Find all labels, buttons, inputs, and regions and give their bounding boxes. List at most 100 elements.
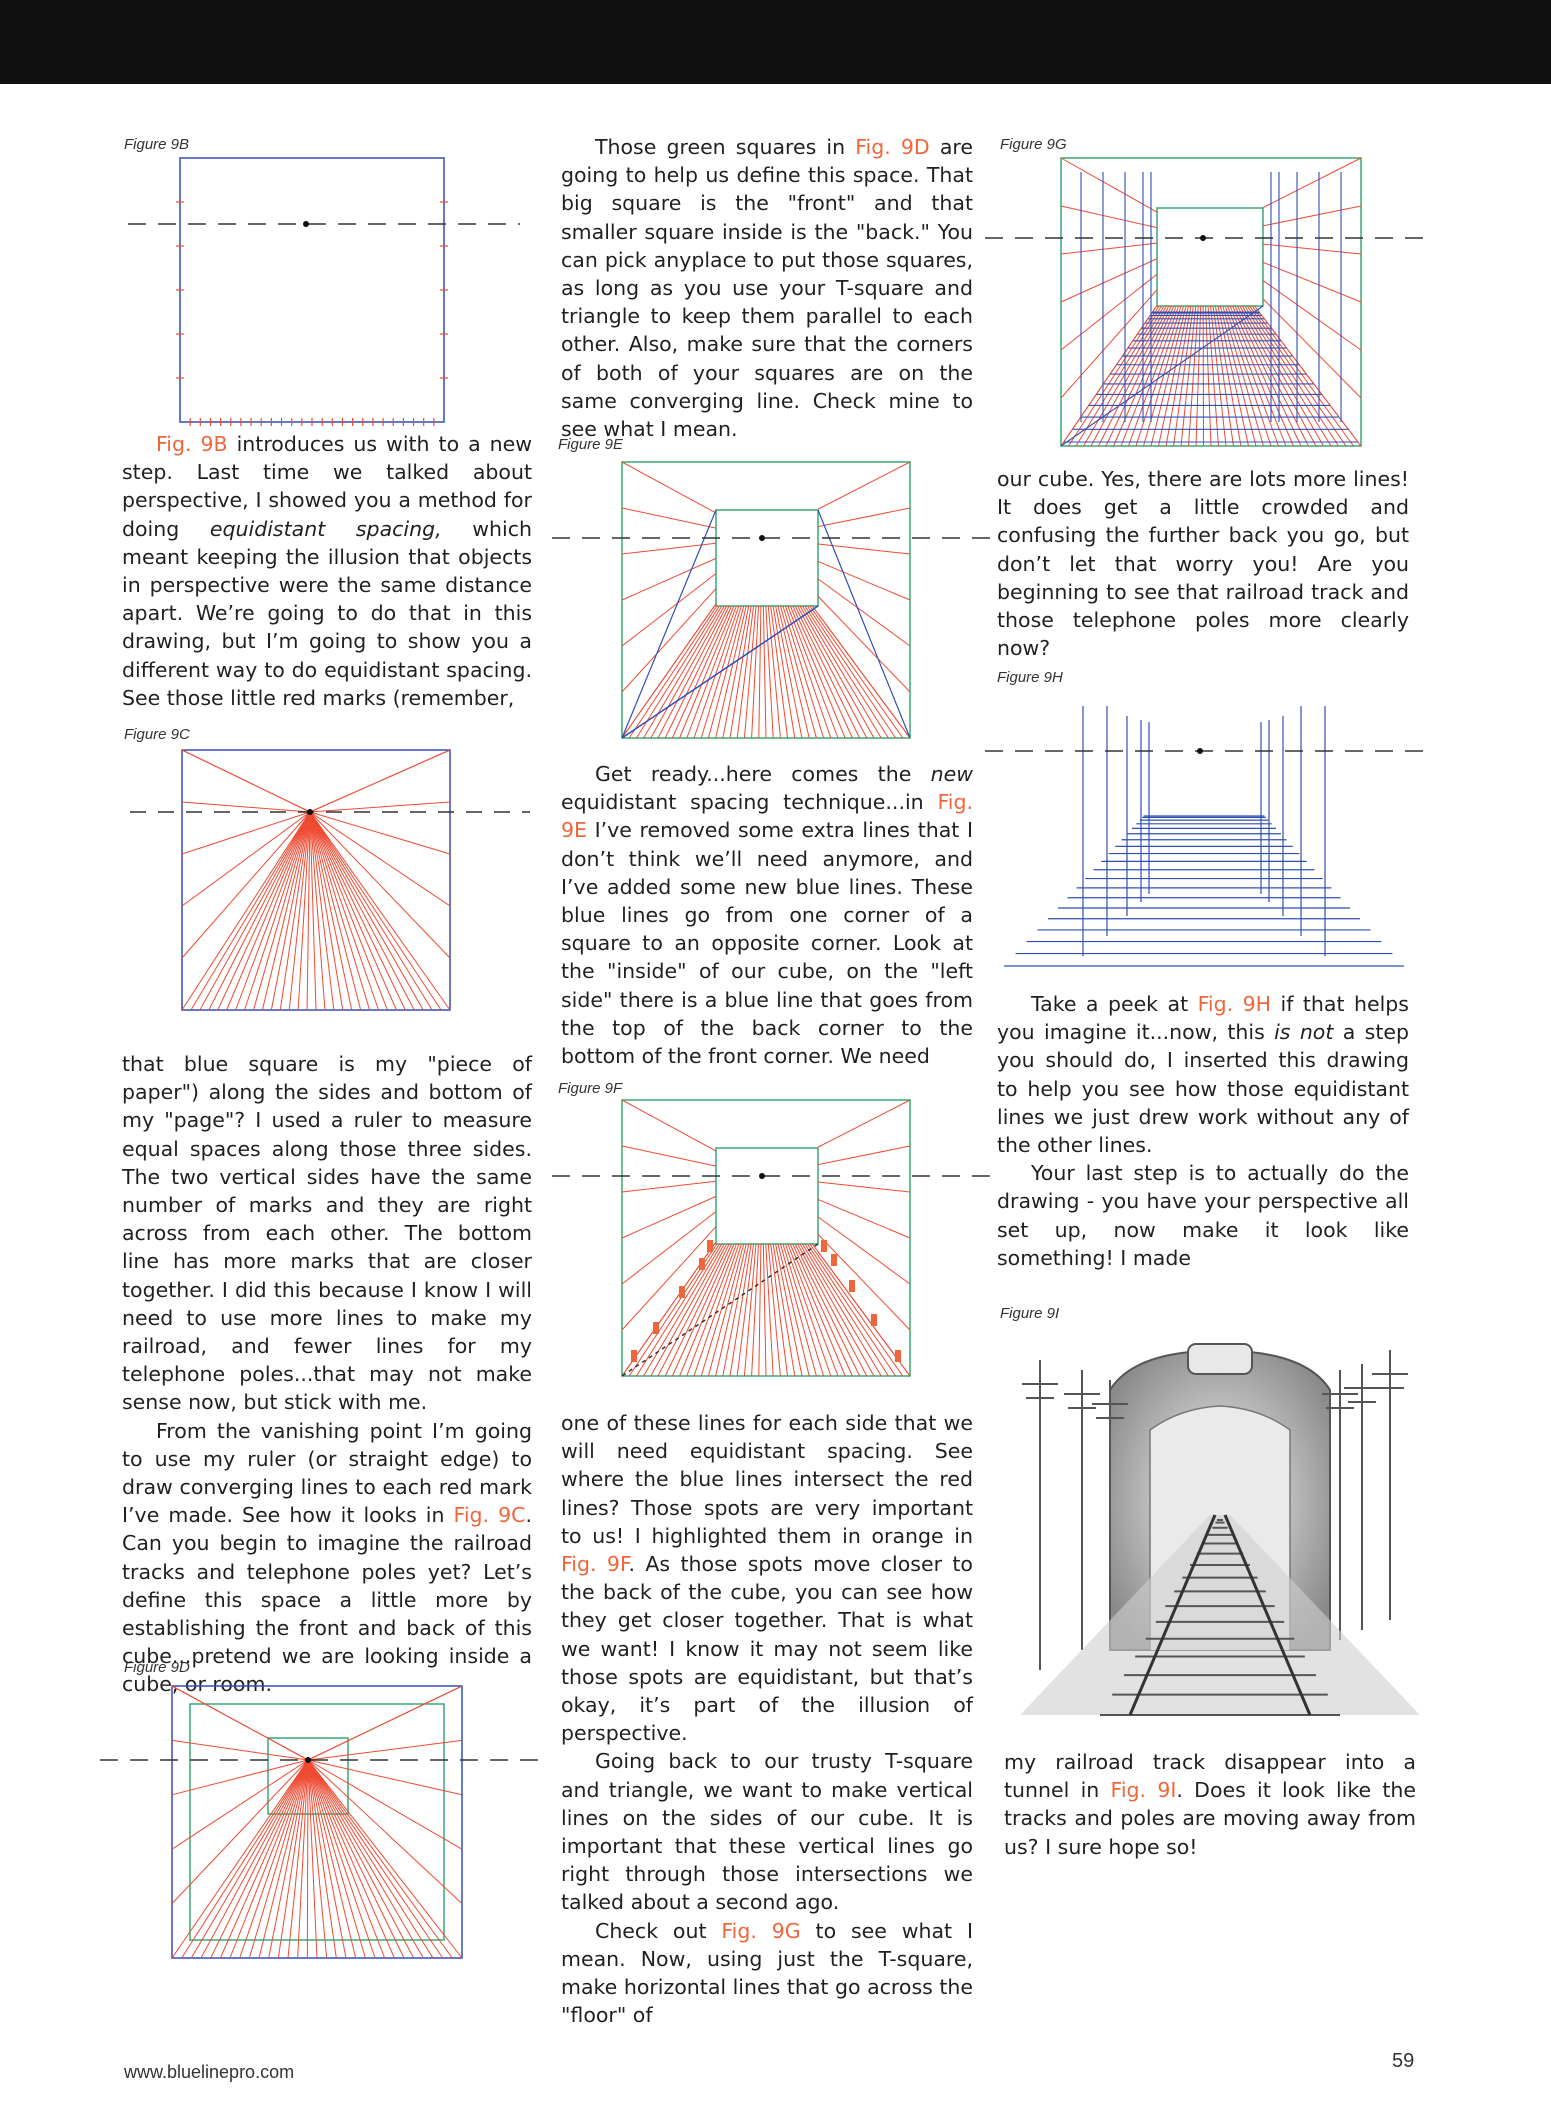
construction-line: [181, 801, 311, 813]
caption-figure-9e: Figure 9E: [558, 436, 624, 453]
construction-line: [309, 811, 451, 959]
caption-figure-9d: Figure 9D: [124, 1659, 190, 1676]
figure-ref: Fig. 9E: [561, 790, 973, 843]
construction-line: [171, 1759, 309, 1796]
construction-line: [307, 1759, 395, 1959]
construction-line: [1158, 305, 1189, 447]
construction-line: [261, 811, 311, 1011]
construction-line: [1060, 242, 1158, 255]
intersection-mark: [707, 1240, 713, 1252]
construction-line: [767, 605, 781, 739]
construction-line: [729, 605, 752, 739]
construction-line: [1075, 305, 1162, 447]
construction-line: [817, 1099, 911, 1148]
construction-line: [307, 1759, 376, 1959]
construction-line: [1060, 157, 1158, 213]
col1-block-a: Fig. 9B introduces us with to a new step…: [122, 430, 532, 712]
construction-line: [181, 811, 311, 959]
construction-line: [807, 1243, 897, 1377]
construction-line: [309, 811, 451, 855]
construction-line: [1060, 273, 1158, 351]
construction-line: [208, 811, 311, 1011]
construction-line: [307, 1759, 434, 1959]
construction-line: [621, 588, 717, 693]
construction-line: [181, 811, 311, 855]
construction-line: [722, 1243, 750, 1377]
construction-line: [181, 1759, 309, 1959]
construction-line: [181, 811, 311, 1011]
figure-9b: [120, 150, 520, 430]
text-run: Get ready...here comes the: [595, 762, 931, 786]
text-run: if that helps you imagine it...now, this: [997, 992, 1409, 1045]
construction-line: [762, 1243, 767, 1377]
construction-line: [171, 1685, 309, 1761]
text-run: a step you should do, I inserted this dr…: [997, 1020, 1409, 1158]
construction-line: [817, 578, 911, 647]
text-run: Those green squares in: [595, 135, 856, 159]
construction-line: [679, 1243, 735, 1377]
construction-line: [307, 1759, 347, 1959]
construction-line: [217, 811, 311, 1011]
construction-line: [780, 1243, 817, 1377]
construction-line: [621, 1211, 717, 1285]
paragraph: that blue square is my "piece of paper")…: [122, 1052, 532, 1415]
construction-line: [1195, 305, 1202, 447]
construction-line: [309, 811, 335, 1011]
construction-line: [693, 1243, 740, 1377]
paragraph: Fig. 9B introduces us with to a new step…: [122, 430, 532, 712]
construction-line: [657, 605, 728, 739]
text-run: introduces us with to a new step. Last t…: [122, 432, 533, 541]
construction-line: [784, 1243, 832, 1377]
construction-line: [1060, 305, 1158, 447]
figure-9e: [552, 456, 992, 746]
construction-line: [621, 603, 717, 739]
construction-line: [1113, 305, 1175, 447]
construction-line: [792, 605, 853, 739]
construction-line: [210, 1759, 309, 1959]
construction-line: [239, 1759, 309, 1959]
construction-line: [797, 605, 868, 739]
construction-line: [171, 1759, 309, 1850]
construction-line: [309, 811, 326, 1011]
intersection-mark: [895, 1350, 901, 1362]
construction-line: [817, 507, 911, 528]
construction-line: [309, 811, 397, 1011]
construction-line: [707, 1243, 745, 1377]
construction-line: [693, 605, 740, 739]
text-run: to see what I mean. Now, using just the …: [561, 1918, 973, 2028]
caption-figure-9f: Figure 9F: [558, 1080, 623, 1097]
construction-line: [309, 811, 415, 1011]
paragraph: Check out Fig. 9G to see what I mean. No…: [561, 1917, 973, 2030]
construction-line: [307, 1685, 463, 1761]
construction-line: [297, 1759, 309, 1959]
construction-line: [621, 573, 717, 647]
construction-line: [782, 605, 825, 739]
construction-line: [1219, 305, 1257, 447]
figure-9g: [985, 152, 1425, 452]
construction-line: [767, 1243, 781, 1377]
col1-block-b: that blue square is my "piece of paper")…: [122, 1050, 532, 1699]
construction-line: [817, 1216, 911, 1285]
construction-line: [1143, 305, 1185, 447]
construction-line: [621, 461, 717, 514]
construction-line: [307, 1759, 386, 1959]
construction-line: [309, 811, 451, 1011]
figure-9e-drawing: [552, 461, 992, 739]
construction-line: [817, 1145, 911, 1166]
construction-line: [643, 1243, 723, 1377]
construction-line: [1227, 305, 1279, 447]
construction-line: [248, 1759, 309, 1959]
construction-line: [252, 811, 311, 1011]
construction-line: [171, 1739, 309, 1761]
col2-block-a: Those green squares in Fig. 9D are going…: [561, 133, 973, 443]
construction-line: [799, 605, 875, 739]
construction-line: [751, 605, 759, 739]
paragraph: Going back to our trusty T-square and tr…: [561, 1749, 973, 1915]
construction-line: [729, 1243, 752, 1377]
construction-line: [1239, 305, 1317, 447]
construction-line: [765, 1243, 774, 1377]
construction-line: [200, 1759, 309, 1959]
construction-line: [765, 605, 774, 739]
construction-line: [287, 1759, 309, 1959]
construction-line: [1262, 280, 1362, 351]
